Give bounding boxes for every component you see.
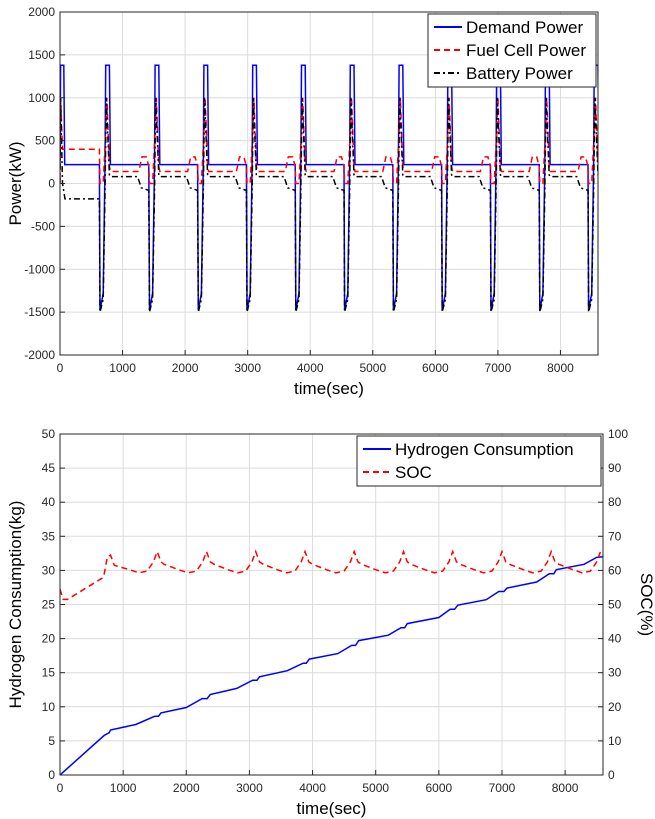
y-tick-label: 25 (42, 598, 56, 612)
legend-label: Hydrogen Consumption (395, 440, 574, 459)
series-line-hydrogen-consumption (60, 556, 603, 775)
series-line-fuel-cell-power (60, 97, 598, 185)
y-right-axis-label: SOC(%) (637, 573, 655, 636)
legend-box (356, 435, 602, 487)
chart-1: 0 1000 2000 3000 4000 5000 6000 7000 8000-2000-1… (6, 5, 599, 398)
y-tick-label: 0 (48, 177, 55, 191)
y-right-tick-label: 30 (608, 666, 622, 680)
legend-label: Battery Power (466, 64, 573, 83)
y-right-tick-label: 50 (608, 598, 622, 612)
y-tick-label: -1500 (24, 305, 55, 319)
x-tick-label: 1000 (110, 781, 137, 795)
x-tick-label: 2000 (173, 781, 200, 795)
legend-label: Demand Power (466, 18, 584, 37)
y-tick-label: 15 (42, 666, 56, 680)
y-axis-label: Hydrogen Consumption(kg) (6, 501, 25, 709)
y-tick-label: 30 (42, 563, 56, 577)
series-group (60, 549, 603, 775)
y-tick-label: 1000 (28, 91, 55, 105)
x-tick-label: 8000 (552, 781, 579, 795)
y-right-tick-label: 80 (608, 495, 622, 509)
x-tick-label: 4000 (297, 361, 324, 375)
y-tick-label: 1500 (28, 48, 55, 62)
y-right-tick-label: 0 (608, 768, 615, 782)
y-right-tick-label: 40 (608, 632, 622, 646)
chart-2: 0 1000 2000 3000 4000 5000 6000 7000 80000510152… (6, 427, 655, 818)
y-right-tick-label: 60 (608, 563, 622, 577)
x-axis-label: time(sec) (294, 379, 364, 398)
x-tick-label: 5000 (362, 781, 389, 795)
legend: Hydrogen Consumption SOC (356, 435, 602, 487)
x-tick-label: 8000 (547, 361, 574, 375)
legend: Demand Power Fuel Cell Power Battery Power (427, 13, 597, 88)
y-axis-label: Power(kW) (6, 141, 25, 225)
series-line-battery-power (60, 97, 598, 313)
x-tick-label: 7000 (489, 781, 516, 795)
y-right-tick-label: 90 (608, 461, 622, 475)
y-tick-label: 20 (42, 632, 56, 646)
y-right-tick-label: 20 (608, 700, 622, 714)
x-axis-label: time(sec) (297, 799, 367, 818)
x-tick-label: 2000 (172, 361, 199, 375)
x-tick-label: 4000 (299, 781, 326, 795)
y-tick-label: -500 (31, 219, 55, 233)
x-tick-label: 0 (57, 361, 64, 375)
x-tick-label: 6000 (422, 361, 449, 375)
y-tick-label: 0 (48, 768, 55, 782)
x-tick-label: 6000 (425, 781, 452, 795)
x-tick-label: 3000 (236, 781, 263, 795)
y-tick-label: 35 (42, 529, 56, 543)
y-tick-label: 2000 (28, 5, 55, 19)
y-tick-label: 50 (42, 427, 56, 441)
x-tick-label: 1000 (109, 361, 136, 375)
y-tick-label: -1000 (24, 262, 55, 276)
series-group (60, 64, 598, 313)
y-tick-label: 5 (48, 734, 55, 748)
x-tick-label: 0 (57, 781, 64, 795)
y-tick-label: 40 (42, 495, 56, 509)
x-tick-label: 7000 (485, 361, 512, 375)
x-tick-label: 5000 (359, 361, 386, 375)
y-tick-label: 500 (35, 134, 55, 148)
y-right-tick-label: 70 (608, 529, 622, 543)
y-tick-label: 10 (42, 700, 56, 714)
y-right-tick-label: 100 (608, 427, 628, 441)
series-line-soc (60, 549, 603, 601)
legend-label: SOC (395, 463, 432, 482)
legend-label: Fuel Cell Power (466, 41, 586, 60)
y-tick-label: 45 (42, 461, 56, 475)
y-right-tick-label: 10 (608, 734, 622, 748)
y-tick-label: -2000 (24, 348, 55, 362)
x-tick-label: 3000 (234, 361, 261, 375)
